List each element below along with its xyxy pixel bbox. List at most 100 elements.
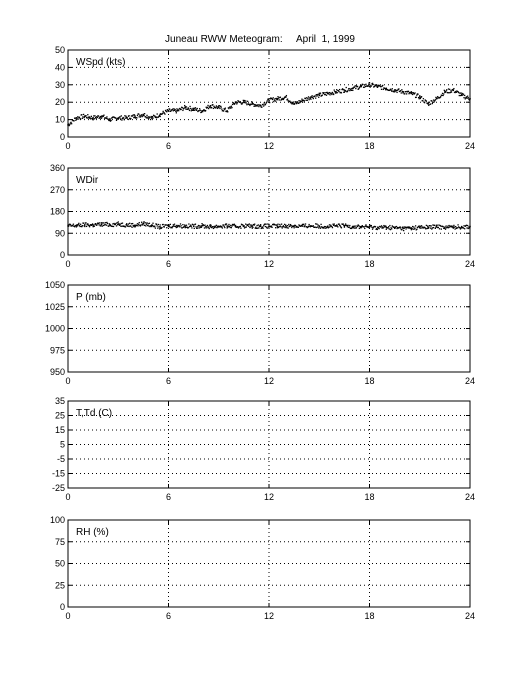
data-point-wind-speed bbox=[178, 110, 180, 112]
data-point-wind-direction bbox=[385, 226, 388, 229]
data-point-wind-speed bbox=[349, 89, 352, 91]
data-point-wind-direction bbox=[87, 223, 89, 225]
data-point-wind-speed bbox=[401, 89, 403, 91]
data-point-wind-direction bbox=[242, 224, 244, 226]
data-point-wind-speed bbox=[464, 94, 466, 97]
data-point-wind-direction bbox=[249, 226, 251, 229]
y-tick-label: 1025 bbox=[45, 302, 65, 312]
data-point-wind-direction bbox=[285, 226, 288, 228]
data-point-wind-speed bbox=[188, 108, 190, 110]
data-point-wind-direction bbox=[276, 224, 278, 226]
data-point-wind-direction bbox=[152, 222, 154, 224]
data-point-wind-speed bbox=[390, 89, 392, 91]
data-point-wind-direction bbox=[380, 225, 383, 227]
data-point-wind-direction bbox=[399, 226, 401, 228]
data-point-wind-speed bbox=[267, 98, 270, 100]
data-point-wind-speed bbox=[184, 106, 187, 109]
data-point-wind-speed bbox=[81, 117, 84, 119]
data-point-wind-speed bbox=[209, 104, 212, 107]
data-point-wind-direction bbox=[264, 223, 266, 225]
data-point-wind-direction bbox=[204, 226, 207, 228]
data-point-wind-speed bbox=[269, 98, 271, 100]
data-point-wind-direction bbox=[247, 223, 249, 226]
data-point-wind-speed bbox=[100, 115, 103, 117]
data-point-wind-speed bbox=[374, 85, 377, 87]
data-point-wind-speed bbox=[371, 82, 374, 85]
data-point-wind-direction bbox=[183, 226, 185, 228]
data-point-wind-direction bbox=[257, 227, 259, 229]
data-point-wind-speed bbox=[467, 97, 469, 99]
y-tick-label: 0 bbox=[60, 602, 65, 612]
data-point-wind-speed bbox=[419, 97, 422, 100]
data-point-wind-speed bbox=[229, 106, 231, 108]
data-point-wind-direction bbox=[67, 225, 69, 227]
data-point-wind-direction bbox=[91, 224, 93, 226]
data-point-wind-direction bbox=[199, 226, 201, 229]
y-tick-label: 25 bbox=[55, 580, 65, 590]
data-point-wind-direction bbox=[231, 225, 233, 227]
data-point-wind-direction bbox=[444, 226, 446, 229]
data-point-wind-speed bbox=[337, 90, 340, 92]
data-point-wind-direction bbox=[411, 225, 414, 228]
data-point-wind-speed bbox=[194, 109, 196, 111]
data-point-wind-direction bbox=[290, 225, 292, 227]
data-point-wind-direction bbox=[69, 224, 72, 226]
data-point-wind-direction bbox=[414, 227, 416, 229]
data-point-wind-speed bbox=[221, 108, 223, 110]
data-point-wind-speed bbox=[397, 89, 399, 91]
data-point-wind-speed bbox=[372, 83, 374, 86]
data-point-wind-direction bbox=[253, 224, 255, 226]
data-point-wind-direction bbox=[201, 225, 203, 227]
data-point-wind-speed bbox=[83, 116, 85, 119]
data-point-wind-direction bbox=[213, 225, 215, 228]
data-point-wind-direction bbox=[446, 226, 448, 229]
data-point-wind-direction bbox=[329, 226, 331, 228]
data-point-wind-direction bbox=[180, 225, 182, 227]
data-point-wind-direction bbox=[375, 228, 377, 230]
data-point-wind-speed bbox=[152, 117, 154, 119]
data-point-wind-direction bbox=[307, 226, 309, 228]
data-point-wind-direction bbox=[157, 223, 160, 226]
data-point-wind-direction bbox=[249, 224, 252, 226]
data-point-wind-speed bbox=[362, 83, 364, 86]
data-point-wind-speed bbox=[71, 119, 73, 121]
data-point-wind-speed bbox=[384, 87, 386, 90]
data-point-wind-speed bbox=[203, 109, 206, 111]
data-point-wind-speed bbox=[246, 104, 248, 106]
data-point-wind-direction bbox=[370, 224, 372, 227]
data-point-wind-direction bbox=[147, 223, 149, 225]
data-point-wind-direction bbox=[276, 225, 279, 228]
data-point-wind-direction bbox=[158, 228, 161, 230]
data-point-wind-speed bbox=[465, 96, 468, 98]
data-point-wind-direction bbox=[371, 228, 374, 230]
data-point-wind-speed bbox=[207, 107, 210, 110]
data-point-wind-direction bbox=[78, 222, 80, 225]
data-point-wind-direction bbox=[307, 225, 310, 228]
data-point-wind-direction bbox=[237, 226, 239, 228]
y-tick-label: 100 bbox=[50, 515, 65, 525]
data-point-wind-speed bbox=[210, 106, 213, 109]
data-point-wind-direction bbox=[333, 223, 335, 225]
data-point-wind-speed bbox=[361, 84, 363, 86]
data-point-wind-direction bbox=[424, 227, 426, 229]
data-point-wind-direction bbox=[140, 221, 143, 223]
data-point-wind-speed bbox=[164, 113, 166, 115]
data-point-wind-speed bbox=[400, 92, 402, 94]
data-point-wind-direction bbox=[332, 223, 334, 225]
data-point-wind-speed bbox=[246, 100, 249, 102]
data-point-wind-direction bbox=[266, 226, 268, 228]
data-point-wind-speed bbox=[332, 92, 334, 95]
y-tick-label: 0 bbox=[60, 132, 65, 142]
data-point-wind-speed bbox=[251, 101, 253, 103]
data-point-wind-direction bbox=[94, 223, 97, 225]
data-point-wind-speed bbox=[224, 107, 227, 109]
data-point-wind-speed bbox=[338, 88, 341, 91]
data-point-wind-speed bbox=[215, 107, 217, 109]
data-point-wind-direction bbox=[151, 225, 153, 228]
data-point-wind-direction bbox=[143, 221, 145, 223]
data-point-wind-direction bbox=[445, 225, 447, 227]
data-point-wind-speed bbox=[326, 91, 328, 94]
data-point-wind-direction bbox=[117, 221, 119, 223]
data-point-wind-direction bbox=[228, 223, 230, 226]
data-point-wind-direction bbox=[364, 225, 367, 227]
